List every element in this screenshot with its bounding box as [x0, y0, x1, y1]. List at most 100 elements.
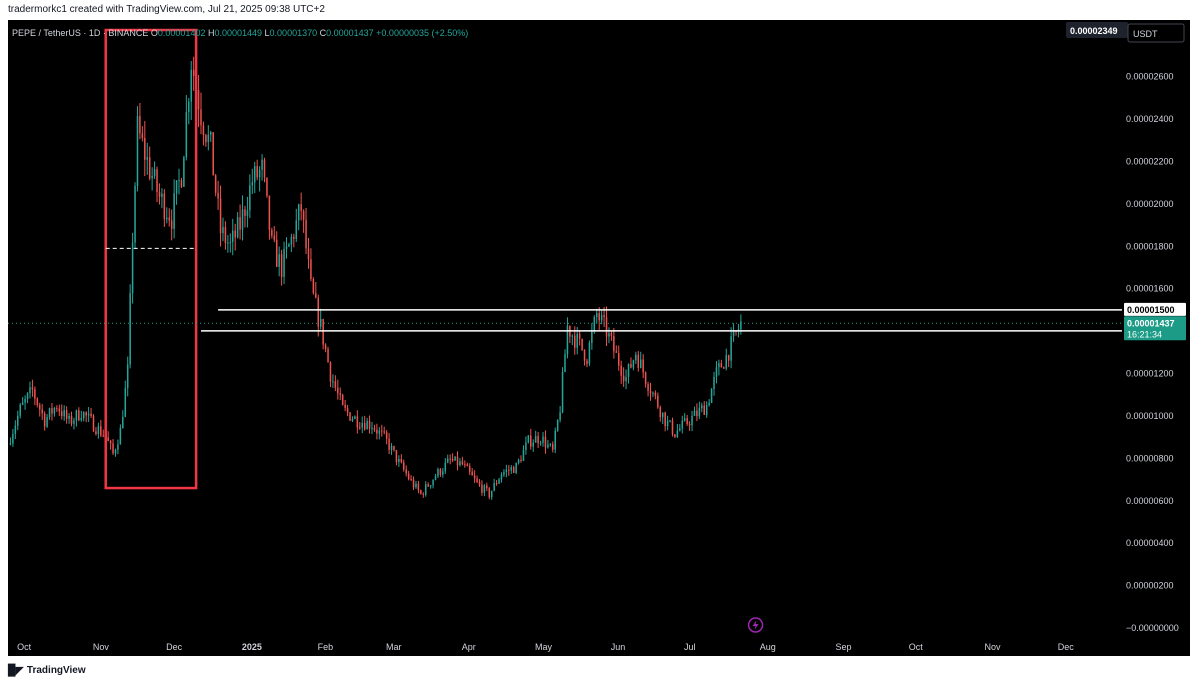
candle-body	[239, 217, 241, 230]
candle-body	[12, 433, 14, 444]
candle-body	[97, 426, 100, 434]
candle-body	[65, 410, 68, 419]
candle-body	[674, 434, 676, 437]
candle-body	[107, 437, 109, 442]
y-axis-tick-label: 0.00001600	[1126, 284, 1174, 294]
candle-body	[185, 112, 188, 158]
lightning-icon[interactable]	[747, 617, 764, 633]
candle-body	[46, 417, 48, 427]
candle-body	[424, 484, 427, 495]
candle-body	[571, 335, 574, 337]
candle-body	[190, 69, 192, 102]
candle-body	[178, 180, 180, 182]
candle-body	[544, 436, 547, 448]
candle-body	[351, 418, 354, 421]
candle-body	[156, 169, 158, 192]
candle-body	[517, 459, 520, 463]
candle-body	[630, 363, 632, 368]
candle-body	[713, 376, 715, 389]
candle-body	[305, 219, 307, 249]
candle-body	[554, 430, 556, 450]
candle-body	[659, 407, 662, 418]
candle-body	[705, 405, 708, 415]
y-axis-tick-label: 0.00002400	[1126, 114, 1174, 124]
currency-button-label[interactable]: USDT	[1133, 29, 1158, 39]
candle-body	[378, 430, 381, 434]
candle-body	[412, 479, 415, 488]
candle-body	[56, 408, 58, 410]
candle-body	[691, 415, 693, 426]
x-axis-tick-label: Nov	[985, 642, 1002, 652]
candle-body	[312, 279, 315, 294]
candle-body	[679, 428, 681, 431]
candle-body	[708, 402, 710, 406]
chart-frame[interactable]: 0.00002600 0.00002400 0.00002200 0.00002000…	[8, 20, 1190, 656]
candle-body	[334, 381, 337, 388]
candle-body	[466, 464, 469, 467]
candle-body	[459, 461, 461, 466]
candle-body	[80, 418, 83, 421]
candle-body	[207, 134, 210, 143]
candle-body	[109, 441, 112, 444]
candle-body	[381, 430, 383, 432]
tradingview-footer[interactable]: ▉◤ TradingView	[8, 664, 86, 677]
candle-body	[205, 135, 207, 143]
x-axis-tick-label: Jun	[611, 642, 626, 652]
candle-body	[19, 404, 21, 416]
top-price-tag	[1066, 22, 1128, 38]
candle-body	[60, 411, 63, 417]
candle-body	[9, 443, 12, 445]
candle-body	[102, 435, 105, 437]
candle-body	[583, 349, 586, 361]
candle-body	[486, 485, 488, 489]
candle-body	[427, 484, 429, 487]
chart-attribution: tradermorkc1 created with TradingView.co…	[8, 4, 325, 15]
candle-body	[522, 450, 525, 461]
candle-body	[234, 230, 236, 238]
currency-button[interactable]	[1127, 23, 1185, 43]
candle-body	[100, 426, 102, 436]
symbol-header: PEPE / TetherUS · 1D · BINANCE O0.000014…	[12, 28, 468, 38]
candle-body	[327, 349, 329, 363]
candle-body	[173, 193, 175, 229]
candle-body	[698, 408, 701, 417]
candle-body	[183, 157, 185, 187]
candle-body	[324, 344, 327, 350]
candle-body	[210, 132, 212, 135]
candle-body	[278, 254, 280, 267]
candle-body	[503, 472, 505, 475]
candle-body	[532, 442, 534, 447]
candle-body	[588, 342, 591, 364]
candle-body	[398, 458, 400, 462]
candle-body	[212, 132, 214, 176]
candle-body	[117, 444, 119, 450]
candle-body	[664, 412, 666, 427]
candle-body	[566, 325, 569, 355]
candle-body	[478, 481, 481, 485]
candle-body	[73, 420, 75, 424]
candle-body	[574, 335, 576, 348]
candle-body	[671, 420, 674, 435]
price-chart[interactable]: 0.00002600 0.00002400 0.00002200 0.00002000…	[8, 20, 1190, 656]
candle-body	[29, 387, 31, 394]
candle-body	[368, 420, 371, 429]
candle-body	[371, 428, 373, 430]
candle-body	[144, 137, 146, 160]
candle-body	[24, 399, 26, 403]
candle-body	[393, 445, 395, 451]
y-axis-tick-label: 0.00002000	[1126, 199, 1174, 209]
candle-body	[703, 405, 706, 415]
candle-body	[258, 169, 261, 178]
x-axis-tick-label: Dec	[1058, 642, 1075, 652]
candle-body	[510, 467, 513, 471]
candle-body	[625, 376, 627, 382]
candle-body	[175, 180, 178, 194]
candle-body	[488, 488, 491, 498]
x-axis-tick-label: Apr	[462, 642, 476, 652]
candle-body	[527, 435, 530, 443]
highlight-box[interactable]	[104, 28, 198, 490]
candle-body	[363, 423, 366, 430]
candle-body	[256, 166, 258, 178]
candle-body	[161, 193, 163, 197]
candle-body	[283, 248, 285, 277]
